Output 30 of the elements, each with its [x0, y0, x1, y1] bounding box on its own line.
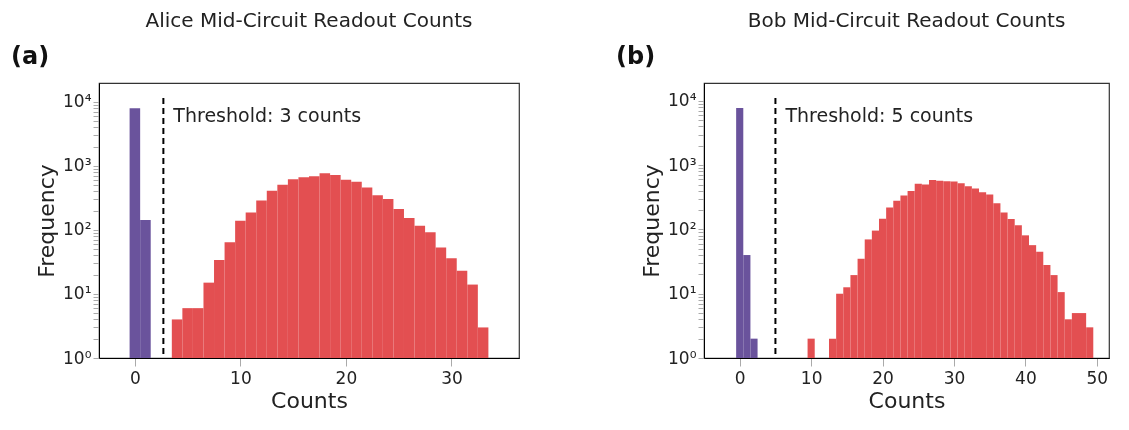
chart-title: Bob Mid-Circuit Readout Counts: [747, 8, 1066, 32]
y-tick-label: 10¹: [63, 283, 92, 304]
x-tick-label: 10: [230, 367, 252, 388]
y-tick-label: 10²: [668, 218, 697, 239]
y-tick-label: 10⁰: [668, 347, 697, 368]
y-tick-label: 10²: [63, 219, 92, 240]
ref-line-label: Threshold: 3 counts: [172, 104, 362, 126]
text: (b): [616, 42, 656, 70]
y-axis-title: Frequency: [34, 164, 60, 278]
x-tick-label: 20: [335, 367, 358, 388]
y-tick-label: 10¹: [668, 283, 697, 304]
x-tick-label: 0: [734, 367, 746, 388]
x-tick-label: 20: [872, 367, 894, 388]
y-tick-label: 10³: [668, 154, 697, 175]
x-axis-title: Counts: [868, 387, 946, 413]
x-tick-label: 30: [441, 367, 463, 388]
x-tick-label: 40: [1015, 367, 1037, 388]
x-tick-label: 50: [1086, 367, 1109, 388]
text: (a): [11, 42, 50, 70]
y-tick-label: 10⁰: [63, 347, 92, 368]
y-tick-label: 10⁴: [668, 90, 697, 111]
y-tick-label: 10³: [63, 155, 92, 176]
y-axis-title: Frequency: [639, 164, 665, 278]
chart-title: Alice Mid-Circuit Readout Counts: [145, 8, 473, 32]
x-tick-label: 0: [129, 367, 141, 388]
x-tick-label: 10: [800, 367, 823, 388]
x-axis-title: Counts: [271, 387, 348, 413]
x-tick-label: 30: [943, 367, 966, 388]
ref-line-label: Threshold: 5 counts: [784, 104, 974, 126]
y-tick-label: 10⁴: [63, 91, 92, 112]
